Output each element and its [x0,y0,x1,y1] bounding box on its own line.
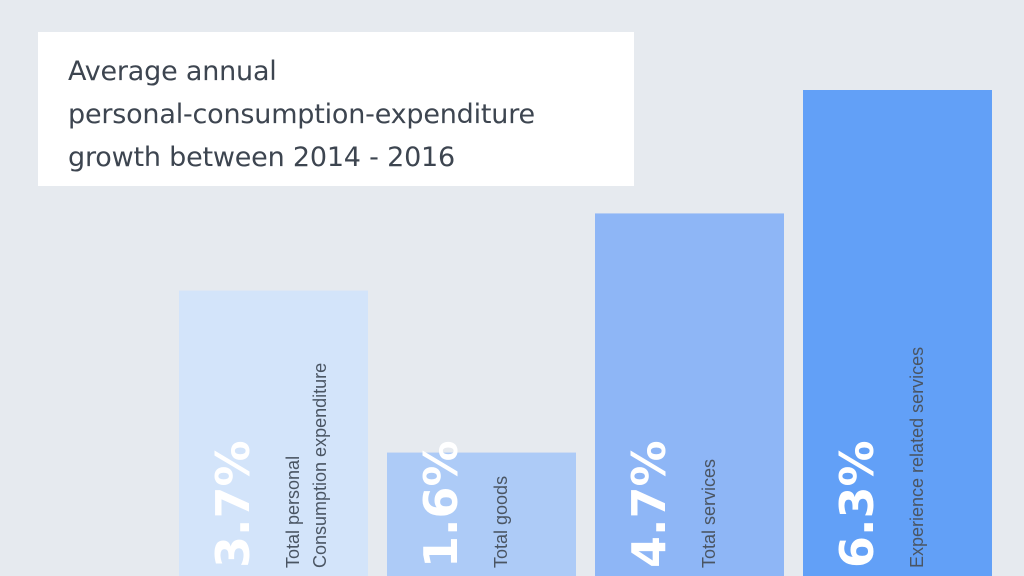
bar-value-label-3: 4.7% [622,440,676,568]
chart-title-line-3: growth between 2014 - 2016 [68,142,455,173]
bar-value-label-2: 1.6% [414,440,468,568]
chart-title-line-1: Average annual [68,56,277,87]
bar-3 [595,213,784,576]
bar-4 [803,90,992,576]
bar-category-label-2-line-1: Total goods [491,476,511,568]
bar-1 [179,290,368,576]
bar-category-label-1-line-1: Total personal [283,456,303,568]
bar-value-label-1: 3.7% [206,440,260,568]
bar-category-label-3-line-1: Total services [699,459,719,568]
chart-title-card: Average annual personal-consumption-expe… [38,32,634,186]
bar-category-label-1-line-2: Consumption expenditure [310,363,330,568]
chart-title-line-2: personal-consumption-expenditure [68,99,535,130]
bar-2 [387,452,576,576]
bar-category-label-4-line-1: Experience related services [907,347,927,568]
bar-value-label-4: 6.3% [830,440,884,568]
